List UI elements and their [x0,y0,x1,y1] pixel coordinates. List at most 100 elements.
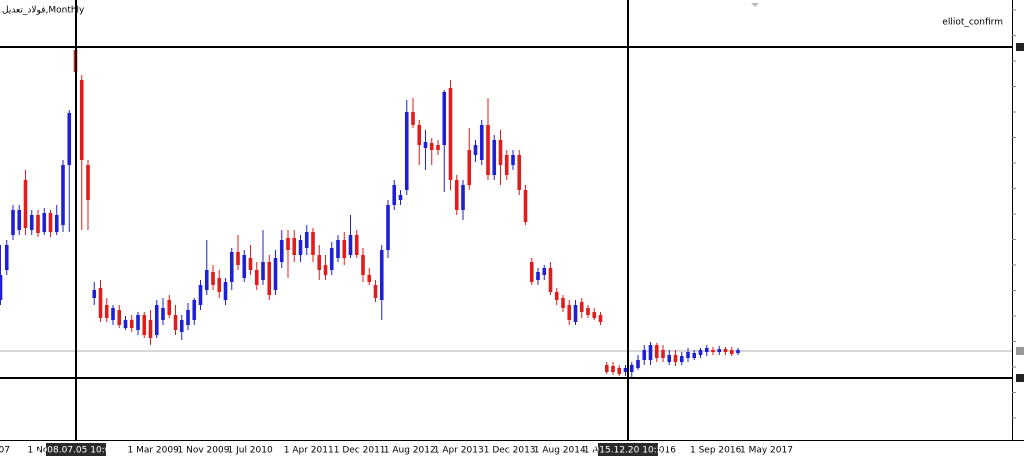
candle-body [561,298,565,308]
candle-body [329,248,334,270]
candle-body [311,232,315,255]
candle-body [504,155,509,175]
candle-body [236,252,240,265]
x-tick-label: 1 Jul 2010 [228,446,273,456]
candle-body [498,140,503,165]
x-tick-label: 1 Dec 2013 [484,446,536,456]
candle-body [4,245,9,270]
candle-body [111,308,115,320]
candle-body [298,240,303,255]
candle-body [423,142,428,148]
candle-body [667,355,672,362]
x-tick-label: 016 [659,446,676,456]
crosshair-label: 2015.12.20 10:57 [588,446,668,456]
candle-body [411,112,415,125]
candle-body [429,143,434,150]
candle-body [86,165,90,200]
candle-body [379,250,384,300]
candle-body [211,272,215,285]
candle-body [473,145,478,155]
candle-body [529,262,534,282]
candle-body [154,305,159,335]
level-marker [1016,43,1024,51]
x-tick-label: 1 Mar 2009 [128,446,180,456]
shift-marker [751,3,759,7]
candle-body [567,305,572,320]
x-tick-label: 1 Aug 2014 [534,446,586,456]
candle-body [392,185,397,205]
candle-body [517,155,522,190]
candle-body [673,355,678,362]
candle-body [67,113,72,165]
candle-body [592,312,597,318]
candle-body [29,215,34,230]
candle-body [436,145,440,150]
x-tick-label: 1 May 2017 [740,446,793,456]
candle-body [642,350,647,360]
bid-marker [1016,347,1024,355]
candle-body [448,88,453,180]
candle-body [129,320,134,328]
candle-body [542,268,547,275]
x-tick-label: 1 Nov [28,446,55,456]
candle-body [467,150,472,185]
candle-body [48,213,53,232]
candle-body [123,320,128,328]
candle-body [629,365,634,372]
candle-body [179,320,184,332]
candle-body [511,155,515,165]
candle-body [461,185,465,210]
candle-body [367,275,372,282]
candle-body [442,92,447,145]
candle-body [479,125,484,160]
crosshair-label: 2008.07.05 10:00 [36,446,117,456]
candle-body [42,213,47,232]
candle-body [617,368,622,374]
candle-body [636,360,640,368]
candle-body [336,240,340,258]
candle-body [486,125,490,175]
candle-body [198,285,203,305]
candle-body [292,238,297,255]
candle-body [704,348,709,352]
candle-body [217,278,222,292]
candle-body [648,345,653,360]
candle-body [492,140,497,175]
candle-body [117,310,122,325]
candle-body [192,300,197,320]
candle-body [254,270,259,285]
candle-body [698,350,703,355]
candle-body [604,365,609,372]
candle-body [454,180,459,210]
crosshair-label-bg [598,443,658,456]
x-tick-label: 1 Dec 2011 [334,446,386,456]
candle-body [148,320,153,338]
x-tick-label: 2007 [0,446,10,456]
candle-body [261,262,265,280]
candle-body [404,112,409,190]
candle-body [661,350,665,358]
candle-body [373,285,378,298]
candle-body [279,240,284,262]
candle-body [692,353,697,358]
candle-body [711,350,715,352]
candle-body [348,235,353,255]
candle-body [611,366,615,372]
candle-body [0,275,3,300]
candle-body [229,252,234,282]
candle-body [679,356,684,362]
candle-body [186,310,190,325]
candle-body [598,315,603,322]
candle-body [354,235,359,255]
x-tick-label: 1 Apr 2013 [434,446,484,456]
candle-body [248,258,253,270]
candle-body [204,270,209,290]
candle-body [267,262,272,295]
candle-body [223,282,228,300]
x-tick-label: 1 Apr 2011 [284,446,334,456]
candle-body [36,215,40,233]
candle-body [323,265,328,275]
